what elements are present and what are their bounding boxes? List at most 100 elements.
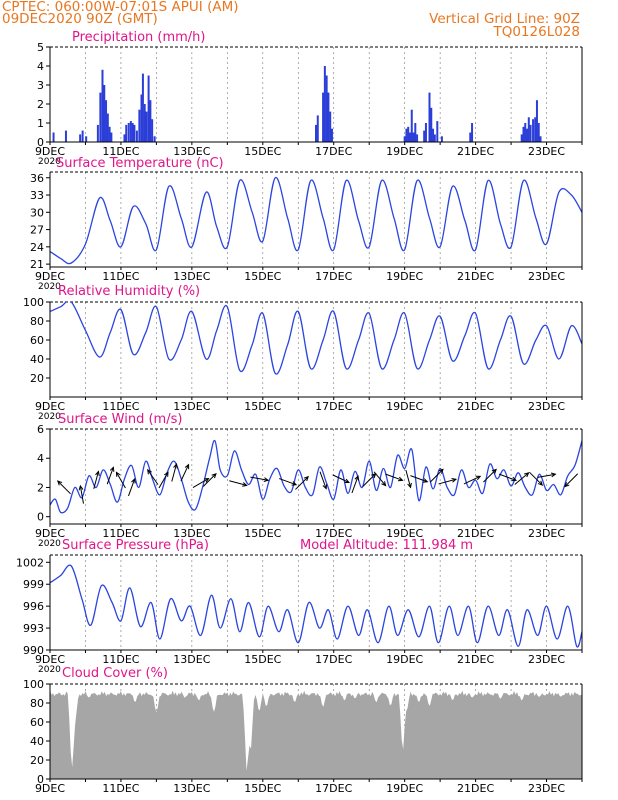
- precip-x-tick-label: 21DEC: [457, 145, 494, 158]
- rh-x-tick-label: 17DEC: [315, 400, 352, 413]
- precip-y-tick-label: 4: [37, 60, 44, 73]
- wind-x-tick-label: 19DEC: [386, 527, 423, 540]
- precip-bar: [96, 124, 99, 142]
- precip-bar: [129, 121, 132, 142]
- precip-bar: [125, 124, 128, 142]
- cloud-y-tick-label: 100: [23, 678, 44, 691]
- temp-x-tick-label: 9DEC: [35, 270, 65, 283]
- rh-y-tick-label: 40: [30, 353, 44, 366]
- precip-bar: [440, 136, 443, 142]
- precip-bar: [407, 126, 410, 142]
- precip-bar: [123, 134, 126, 142]
- precip-bar: [410, 109, 413, 142]
- precip-bar: [105, 100, 108, 142]
- rh-panel: 20 40 60 80 100 9DEC 11DEC 13DEC 15DEC 17DEC 19DEC…: [23, 284, 583, 422]
- cloud-panel: 0 20 40 60 80 100 9DEC 11DEC 13DEC 15DEC 17DEC 19DE…: [23, 666, 583, 795]
- cloud-x-tick-label: 9DEC: [35, 782, 65, 795]
- cloud-title: Cloud Cover (%): [62, 666, 168, 681]
- cloud-y-tick-label: 60: [30, 716, 44, 729]
- cloud-x-tick-label: 15DEC: [244, 782, 281, 795]
- pres-x-tick-label: 17DEC: [315, 653, 352, 666]
- precip-bar: [529, 124, 532, 142]
- precip-bar: [327, 92, 330, 142]
- temp-y-tick-label: 24: [30, 241, 44, 254]
- wind-series-line: [50, 439, 582, 514]
- wind-y-tick-label: 2: [37, 481, 44, 494]
- wind-arrow: [229, 480, 248, 487]
- precip-bar: [424, 123, 427, 142]
- precip-bar: [534, 117, 537, 142]
- precip-bar: [323, 66, 326, 142]
- precip-bar: [471, 123, 474, 142]
- precip-bar: [315, 124, 317, 142]
- temp-x-tick-label: 19DEC: [386, 270, 423, 283]
- temp-x-tick-label: 21DEC: [457, 270, 494, 283]
- wind-y-tick-label: 4: [37, 452, 44, 465]
- wind-x-tick-label: 9DEC: [35, 527, 65, 540]
- wind-panel: 0 2 4 6 9DEC 11DEC 13DEC 15DEC 17DEC 19DEC 21DEC 23…: [35, 412, 583, 549]
- precip-bar: [322, 92, 325, 142]
- rh-x-tick-label: 23DEC: [528, 400, 565, 413]
- rh-series-line: [50, 302, 582, 375]
- temp-y-tick-label: 33: [30, 189, 44, 202]
- precip-y-tick-label: 5: [37, 41, 44, 54]
- cloud-x-tick-label: 21DEC: [457, 782, 494, 795]
- precip-x-tick-label: 13DEC: [173, 145, 210, 158]
- precip-bar: [522, 126, 525, 142]
- precip-bar: [436, 121, 439, 142]
- precip-bar: [108, 126, 111, 142]
- header-grid-line-note: Vertical Grid Line: 90Z: [429, 11, 580, 27]
- precip-bar: [52, 132, 55, 142]
- rh-x-tick-label: 15DEC: [244, 400, 281, 413]
- pres-y-tick-label: 999: [23, 578, 44, 591]
- precip-y-tick-label: 2: [37, 98, 44, 111]
- precip-bar: [81, 130, 84, 142]
- precip-bar: [432, 128, 435, 142]
- precip-bar: [140, 94, 143, 142]
- precip-bar: [79, 134, 82, 142]
- precip-bar: [405, 128, 408, 142]
- precip-bar: [127, 123, 130, 142]
- precip-bar: [325, 75, 328, 142]
- pres-panel: 990 993 996 999 1002 9DEC 11DEC 13DEC 15DEC 17DEC…: [16, 538, 583, 675]
- wind-arrow: [147, 468, 159, 485]
- wind-x-tick-label: 21DEC: [457, 527, 494, 540]
- precip-bar: [524, 123, 527, 142]
- wind-arrow: [115, 471, 126, 489]
- pres-x-tick-label: 13DEC: [173, 653, 210, 666]
- precip-bar: [153, 136, 156, 142]
- temp-x-tick-label: 11DEC: [102, 270, 139, 283]
- wind-arrow: [192, 478, 210, 489]
- wind-arrow: [429, 468, 444, 483]
- precip-x-tick-label: 11DEC: [102, 145, 139, 158]
- precip-panel: 0 1 2 3 4 5 9DEC 11DEC 13DEC 15DEC 17DEC 19DEC 21DEC…: [35, 30, 583, 167]
- rh-y-tick-label: 100: [23, 296, 44, 309]
- precip-bar: [147, 75, 150, 142]
- precip-bar: [85, 136, 88, 142]
- rh-x-tick-label: 11DEC: [102, 400, 139, 413]
- wind-arrow: [410, 475, 429, 483]
- pres-y-tick-label: 1002: [16, 556, 44, 569]
- precip-y-tick-label: 1: [37, 117, 44, 130]
- wind-x-tick-label: 11DEC: [102, 527, 139, 540]
- precip-bar: [433, 134, 436, 142]
- precip-bar: [110, 132, 113, 142]
- temp-y-tick-label: 21: [30, 258, 44, 271]
- pres-x-tick-label: 11DEC: [102, 653, 139, 666]
- wind-arrow: [332, 474, 351, 484]
- wind-arrow: [171, 463, 178, 482]
- cloud-y-tick-label: 80: [30, 697, 44, 710]
- precip-x-tick-label: 15DEC: [244, 145, 281, 158]
- precip-bar: [143, 104, 146, 142]
- wind-x-tick-label: 23DEC: [528, 527, 565, 540]
- cloud-x-tick-label: 23DEC: [528, 782, 565, 795]
- wind-arrow: [483, 468, 497, 483]
- rh-x-tick-label: 9DEC: [35, 400, 65, 413]
- wind-arrow: [57, 480, 71, 495]
- wind-y-tick-label: 0: [37, 511, 44, 524]
- temp-series-line: [50, 177, 582, 265]
- temp-x-year-label: 2020: [38, 282, 61, 292]
- precip-bar: [532, 119, 535, 142]
- precip-bar: [416, 134, 419, 142]
- rh-y-tick-label: 80: [30, 315, 44, 328]
